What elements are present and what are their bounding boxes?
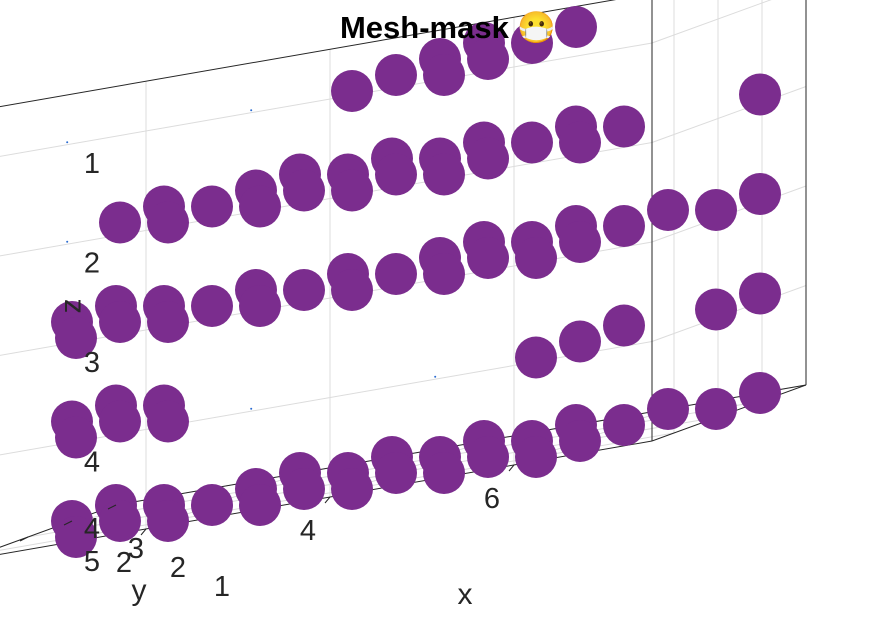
y-tick-label: 1 bbox=[214, 571, 230, 603]
data-point bbox=[555, 6, 597, 48]
data-point bbox=[559, 221, 601, 263]
data-point bbox=[739, 73, 781, 116]
data-point bbox=[239, 185, 281, 228]
x-tick-mark bbox=[140, 528, 147, 536]
y-tick-mark bbox=[63, 520, 73, 526]
z-axis-label: z bbox=[55, 299, 88, 314]
data-point bbox=[375, 54, 417, 96]
y-tick-mark bbox=[19, 536, 29, 542]
data-point bbox=[423, 54, 465, 96]
data-point bbox=[603, 304, 645, 347]
chart-title: Mesh-mask 😷 bbox=[340, 10, 556, 45]
data-point bbox=[191, 185, 233, 228]
grid-dot bbox=[250, 109, 253, 112]
data-point bbox=[739, 173, 781, 215]
data-point bbox=[375, 153, 417, 196]
data-point bbox=[147, 400, 189, 443]
data-point bbox=[695, 388, 737, 430]
data-point bbox=[191, 285, 233, 327]
x-tick-mark bbox=[324, 496, 331, 504]
z-tick-label: 2 bbox=[84, 248, 100, 280]
z-tick-label: 3 bbox=[84, 347, 100, 379]
y-axis-label: y bbox=[132, 574, 147, 607]
x-tick-label: 6 bbox=[484, 483, 500, 515]
grid-dot bbox=[66, 240, 69, 243]
grid-line bbox=[27, 416, 719, 538]
grid-dot bbox=[434, 375, 437, 378]
data-point bbox=[467, 237, 509, 279]
x-tick-label: 4 bbox=[300, 515, 316, 547]
data-point bbox=[695, 288, 737, 331]
data-point bbox=[331, 468, 373, 510]
data-point bbox=[423, 253, 465, 295]
x-tick-label: 2 bbox=[116, 547, 132, 579]
data-point bbox=[239, 285, 281, 327]
data-point bbox=[55, 416, 97, 459]
x-axis-label: x bbox=[458, 578, 473, 611]
grid-line bbox=[0, 432, 675, 551]
data-point bbox=[283, 169, 325, 212]
data-point bbox=[99, 201, 141, 244]
x-tick-labels: 2 4 6 bbox=[116, 464, 515, 579]
data-point bbox=[147, 500, 189, 542]
data-point bbox=[55, 317, 97, 359]
box-edge bbox=[0, 0, 617, 108]
data-point bbox=[695, 189, 737, 231]
data-point bbox=[147, 201, 189, 244]
z-tick-label: 1 bbox=[84, 148, 100, 180]
data-point bbox=[603, 105, 645, 148]
data-point bbox=[739, 272, 781, 315]
data-point bbox=[99, 301, 141, 343]
x-tick-mark bbox=[508, 464, 515, 472]
data-point bbox=[467, 436, 509, 478]
z-tick-label: 4 bbox=[84, 447, 100, 479]
data-point bbox=[375, 253, 417, 295]
marker-layer bbox=[51, 6, 781, 558]
data-point bbox=[147, 301, 189, 343]
data-point bbox=[55, 516, 97, 558]
grid-dot bbox=[250, 407, 253, 410]
data-point bbox=[647, 189, 689, 231]
data-point bbox=[511, 22, 553, 64]
data-point bbox=[375, 452, 417, 494]
data-point bbox=[603, 404, 645, 446]
data-point bbox=[467, 137, 509, 180]
y-tick-label: 2 bbox=[170, 552, 186, 584]
data-point bbox=[99, 500, 141, 542]
data-point bbox=[283, 269, 325, 311]
data-point bbox=[467, 38, 509, 80]
data-point bbox=[515, 237, 557, 279]
data-point bbox=[515, 436, 557, 478]
data-point bbox=[331, 269, 373, 311]
data-point bbox=[647, 388, 689, 430]
grid-line bbox=[71, 400, 763, 522]
y-tick-label: 3 bbox=[128, 533, 144, 565]
data-point bbox=[423, 452, 465, 494]
data-point bbox=[283, 468, 325, 510]
grid-dot bbox=[66, 141, 69, 144]
y-tick-mark bbox=[107, 504, 117, 510]
z-tick-label: 5 bbox=[84, 546, 100, 578]
data-point bbox=[511, 121, 553, 164]
y-tick-label: 4 bbox=[84, 513, 100, 545]
data-point bbox=[331, 169, 373, 212]
data-point bbox=[603, 205, 645, 247]
data-point bbox=[515, 336, 557, 379]
data-point bbox=[191, 484, 233, 526]
data-point bbox=[559, 420, 601, 462]
data-point bbox=[331, 70, 373, 112]
data-point bbox=[99, 400, 141, 443]
box-edge bbox=[115, 384, 807, 506]
grid-line bbox=[0, 42, 653, 157]
data-point bbox=[239, 484, 281, 526]
data-point bbox=[739, 372, 781, 414]
grid-line bbox=[651, 86, 807, 143]
grid-line bbox=[651, 0, 772, 44]
data-point bbox=[559, 320, 601, 363]
data-point bbox=[559, 121, 601, 164]
data-point bbox=[423, 153, 465, 196]
